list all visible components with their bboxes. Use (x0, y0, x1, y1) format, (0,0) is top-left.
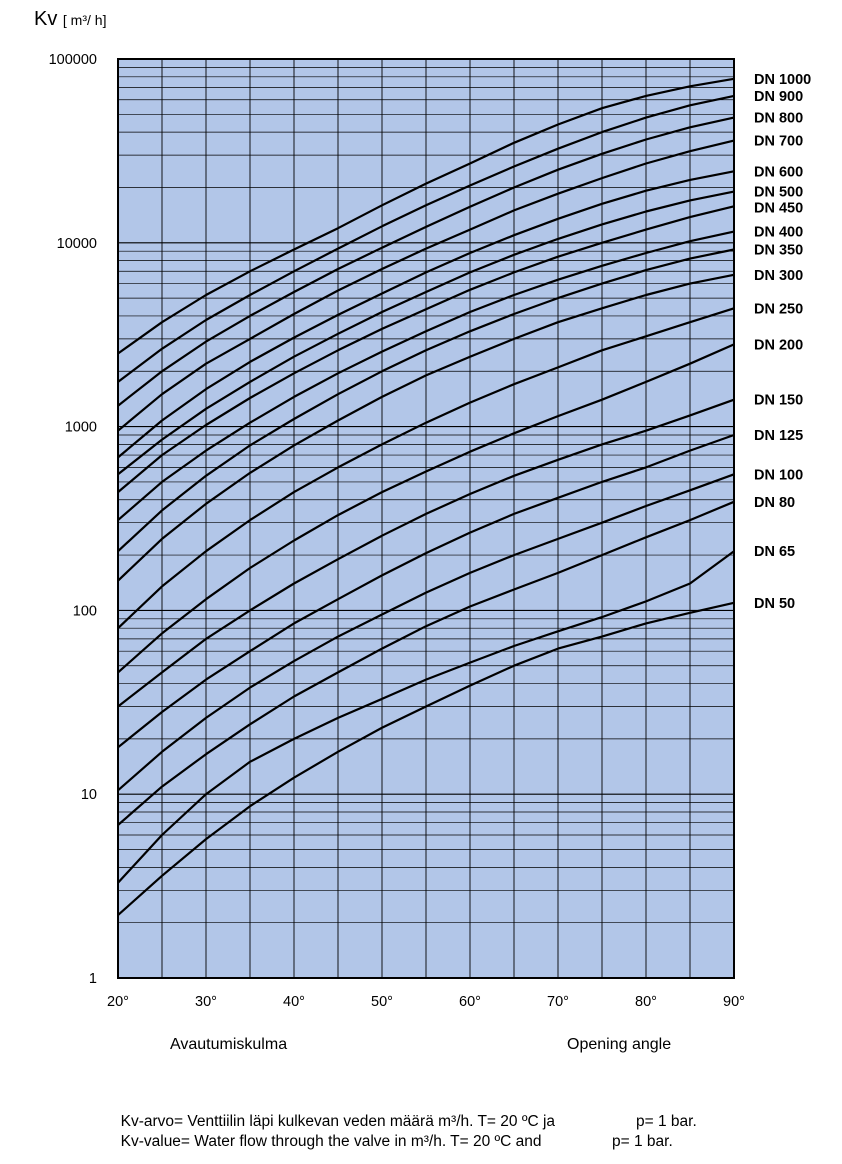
x-tick-label: 40° (283, 994, 305, 1010)
series-line-dn-150 (117, 398, 735, 708)
footnote-pressure-en: p= 1 bar. (612, 1133, 673, 1150)
series-label: DN 1000 (754, 72, 811, 88)
series-curves (117, 77, 735, 916)
y-tick-label: 100000 (49, 52, 97, 68)
series-line-dn-800 (117, 116, 735, 407)
y-tick-label: 1 (89, 971, 97, 987)
series-label: DN 250 (754, 301, 803, 317)
footnote-text-en: Kv-value= Water flow through the valve i… (120, 1133, 542, 1150)
series-line-dn-500 (117, 190, 735, 476)
series-label: DN 65 (754, 544, 795, 560)
x-tick-label: 30° (195, 994, 217, 1010)
series-line-dn-50 (117, 601, 735, 916)
series-line-dn-250 (117, 307, 735, 629)
series-label: DN 150 (754, 393, 803, 409)
x-axis-label-fi: Avautumiskulma (170, 1036, 288, 1053)
series-line-dn-1000 (117, 77, 735, 355)
x-tick-label: 60° (459, 994, 481, 1010)
series-line-dn-300 (117, 273, 735, 582)
series-label: DN 700 (754, 134, 803, 150)
series-line-dn-400 (117, 230, 735, 521)
series-label: DN 400 (754, 225, 803, 241)
y-tick-labels: 100000 10000 1000 100 10 1 (49, 52, 97, 987)
footnote-pressure-fi: p= 1 bar. (636, 1113, 697, 1130)
series-label: DN 600 (754, 164, 803, 180)
series-label: DN 800 (754, 111, 803, 127)
x-axis-label-en: Opening angle (567, 1036, 672, 1053)
series-line-dn-600 (117, 170, 735, 459)
x-tick-label: 50° (371, 994, 393, 1010)
series-line-dn-125 (117, 433, 735, 749)
series-label: DN 450 (754, 201, 803, 217)
x-tick-label: 80° (635, 994, 657, 1010)
x-tick-labels: 20° 30° 40° 50° 60° 70° 80° 90° (107, 994, 745, 1010)
footnote-line-en: Kv-value= Water flow through the valve i… (112, 1115, 673, 1151)
x-tick-label: 20° (107, 994, 129, 1010)
x-tick-label: 90° (723, 994, 745, 1010)
y-tick-label: 1000 (65, 420, 97, 436)
y-axis-title: Kv [ m³/ h] (34, 8, 106, 31)
series-line-dn-200 (117, 343, 735, 674)
y-axis-unit: [ m³/ h] (62, 12, 107, 28)
series-label: DN 300 (754, 268, 803, 284)
series-label: DN 50 (754, 596, 795, 612)
series-label: DN 900 (754, 89, 803, 105)
series-line-dn-450 (117, 205, 735, 493)
series-label: DN 200 (754, 337, 803, 353)
y-tick-label: 10000 (57, 236, 97, 252)
series-line-dn-65 (117, 550, 735, 884)
series-label: DN 125 (754, 428, 803, 444)
series-label: DN 350 (754, 242, 803, 258)
footnote-text-fi: Kv-arvo= Venttiilin läpi kulkevan veden … (120, 1113, 556, 1130)
y-axis-symbol: Kv (34, 8, 58, 30)
series-line-dn-100 (117, 473, 735, 792)
series-line-dn-700 (117, 139, 735, 432)
plot-frame (117, 58, 735, 979)
footnote-line-fi: Kv-arvo= Venttiilin läpi kulkevan veden … (112, 1095, 697, 1131)
x-tick-label: 70° (547, 994, 569, 1010)
series-label: DN 100 (754, 467, 803, 483)
grid-lines (118, 59, 734, 978)
y-tick-label: 10 (81, 787, 97, 803)
y-tick-label: 100 (73, 603, 97, 619)
series-label: DN 80 (754, 495, 795, 511)
series-label: DN 500 (754, 185, 803, 201)
series-line-dn-900 (117, 94, 735, 383)
series-line-dn-80 (117, 500, 735, 826)
series-line-dn-350 (117, 248, 735, 553)
